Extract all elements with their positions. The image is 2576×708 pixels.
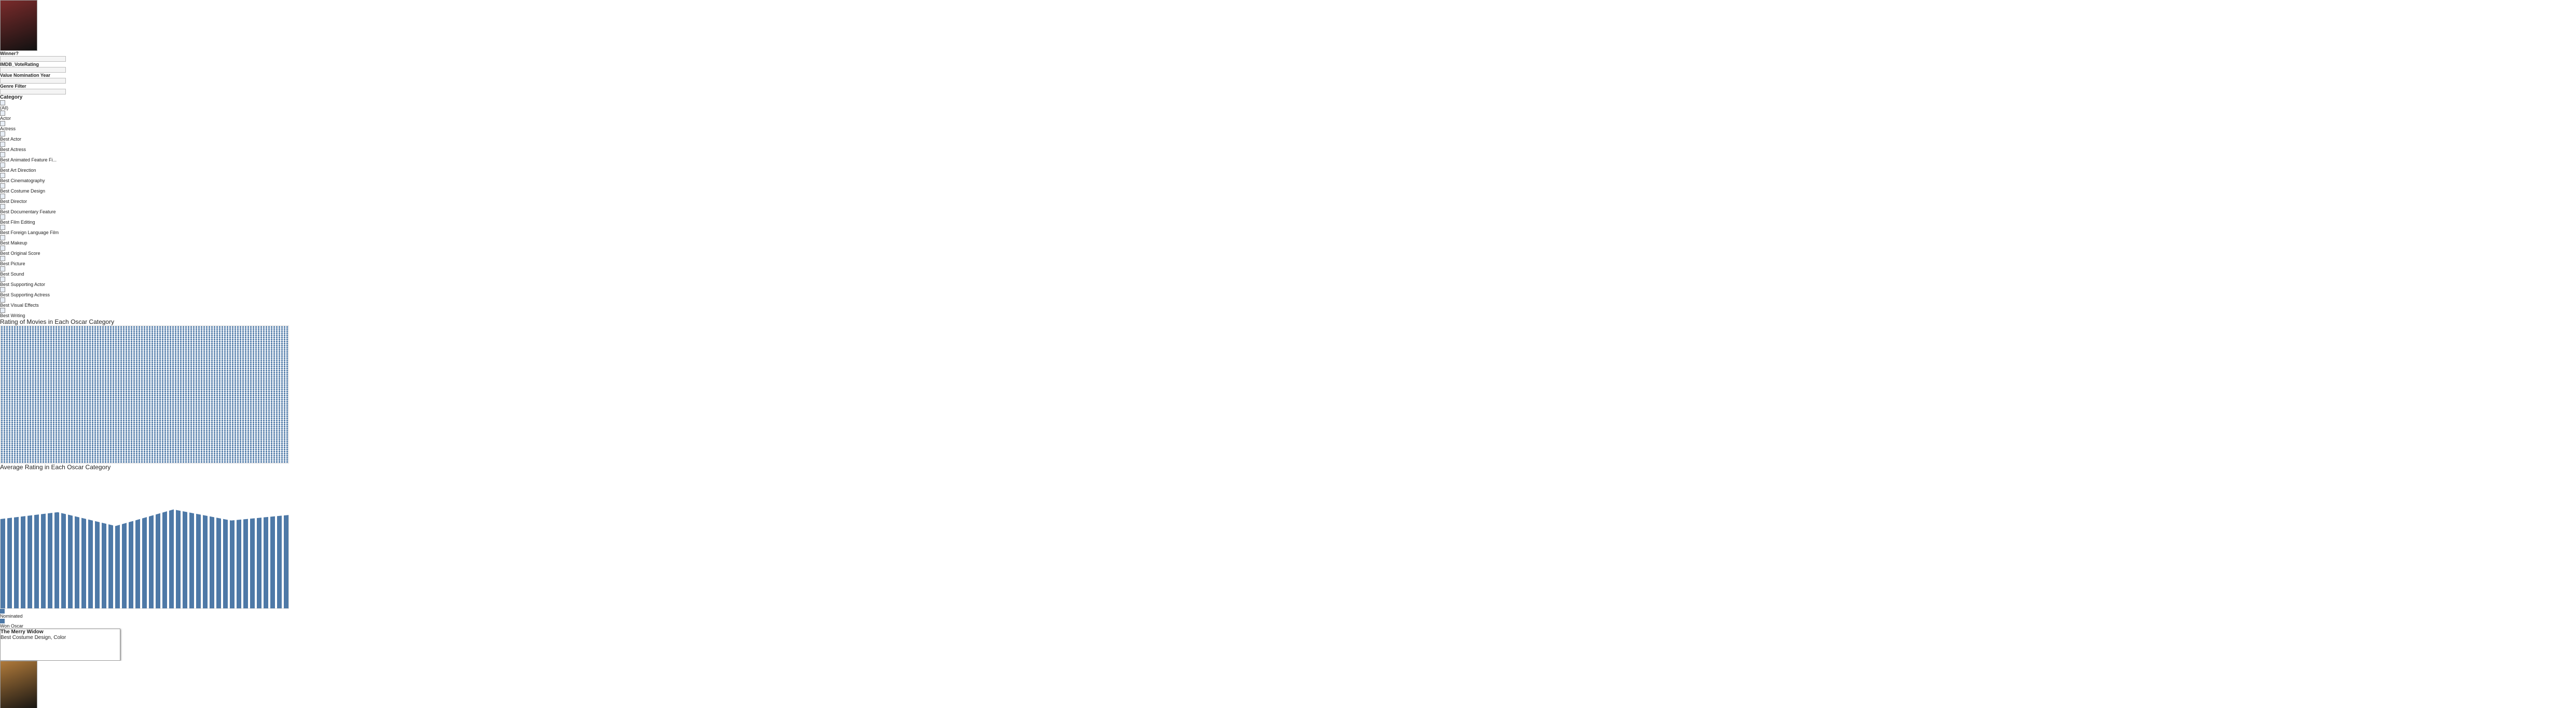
checkbox[interactable] — [0, 121, 5, 126]
category-item: Best Film Editing — [0, 220, 35, 225]
list-title: Category — [0, 94, 23, 100]
filter-control[interactable] — [0, 89, 66, 94]
checkbox[interactable] — [0, 194, 5, 199]
checkbox[interactable] — [0, 308, 5, 313]
checkbox[interactable] — [0, 111, 5, 116]
filter-control[interactable] — [0, 67, 66, 73]
category-item: Actress — [0, 126, 16, 131]
filter-control[interactable] — [0, 56, 66, 62]
legend-swatch — [0, 619, 5, 623]
checkbox[interactable] — [0, 162, 5, 168]
category-item: Best Supporting Actress — [0, 292, 50, 297]
page: Winner? IMDB_VoteRating Value Nomination Y… — [0, 0, 289, 708]
category-item: Best Writing — [0, 313, 25, 318]
category-item: Best Foreign Language Film — [0, 230, 59, 235]
tooltip-line: Best Costume Design, Color — [1, 635, 66, 641]
filter-label: Value Nomination Year — [0, 73, 50, 78]
checkbox[interactable] — [0, 246, 5, 251]
category-item: Best Actor — [0, 137, 22, 142]
category-item: Best Makeup — [0, 240, 27, 246]
category-item: Best Supporting Actor — [0, 282, 46, 287]
category-item: Best Art Direction — [0, 168, 36, 173]
poster — [0, 661, 37, 708]
checkbox[interactable] — [0, 100, 5, 105]
tooltip-line: The Merry Widow — [1, 629, 44, 635]
chart-title: Average Rating in Each Oscar Category — [0, 464, 111, 471]
checkbox[interactable] — [0, 287, 5, 292]
checkbox[interactable] — [0, 131, 5, 137]
category-item: Best Picture — [0, 261, 25, 266]
category-item: Best Costume Design — [0, 188, 46, 194]
checkbox[interactable] — [0, 297, 5, 303]
poster — [0, 0, 37, 51]
tooltip: The Merry Widow Best Costume Design, Colo… — [0, 629, 120, 661]
checkbox[interactable] — [0, 266, 5, 271]
checkbox[interactable] — [0, 152, 5, 157]
category-item: Best Original Score — [0, 251, 40, 256]
chart-title: Rating of Movies in Each Oscar Category — [0, 318, 115, 325]
checkbox[interactable] — [0, 235, 5, 240]
category-item: Best Visual Effects — [0, 303, 39, 308]
checkbox[interactable] — [0, 277, 5, 282]
legend-swatch — [0, 609, 5, 614]
checkbox[interactable] — [0, 214, 5, 220]
category-item: Best Sound — [0, 271, 24, 277]
category-item: Best Animated Feature Fi... — [0, 157, 57, 162]
filter-label: Genre Filter — [0, 84, 26, 89]
plot-area — [0, 325, 289, 464]
checkbox[interactable] — [0, 173, 5, 178]
checkbox[interactable] — [0, 142, 5, 147]
category-item: Best Director — [0, 199, 27, 204]
checkbox[interactable] — [0, 256, 5, 261]
category-item: Actor — [0, 116, 11, 121]
legend-label: Won Oscar — [0, 623, 23, 629]
filter-control[interactable] — [0, 78, 66, 84]
filter-label: IMDB_VoteRating — [0, 62, 39, 67]
legend-label: Nominated — [0, 614, 23, 619]
checkbox[interactable] — [0, 204, 5, 209]
dashboard-panel: Winner? IMDB_VoteRating Value Nomination Y… — [0, 0, 289, 661]
checkbox[interactable] — [0, 183, 5, 188]
filter-label: Winner? — [0, 51, 19, 56]
checkbox[interactable] — [0, 225, 5, 230]
plot-area — [0, 509, 289, 609]
category-item: (All) — [0, 105, 8, 111]
category-item: Best Actress — [0, 147, 26, 152]
category-item: Best Cinematography — [0, 178, 45, 183]
category-item: Best Documentary Feature — [0, 209, 56, 214]
